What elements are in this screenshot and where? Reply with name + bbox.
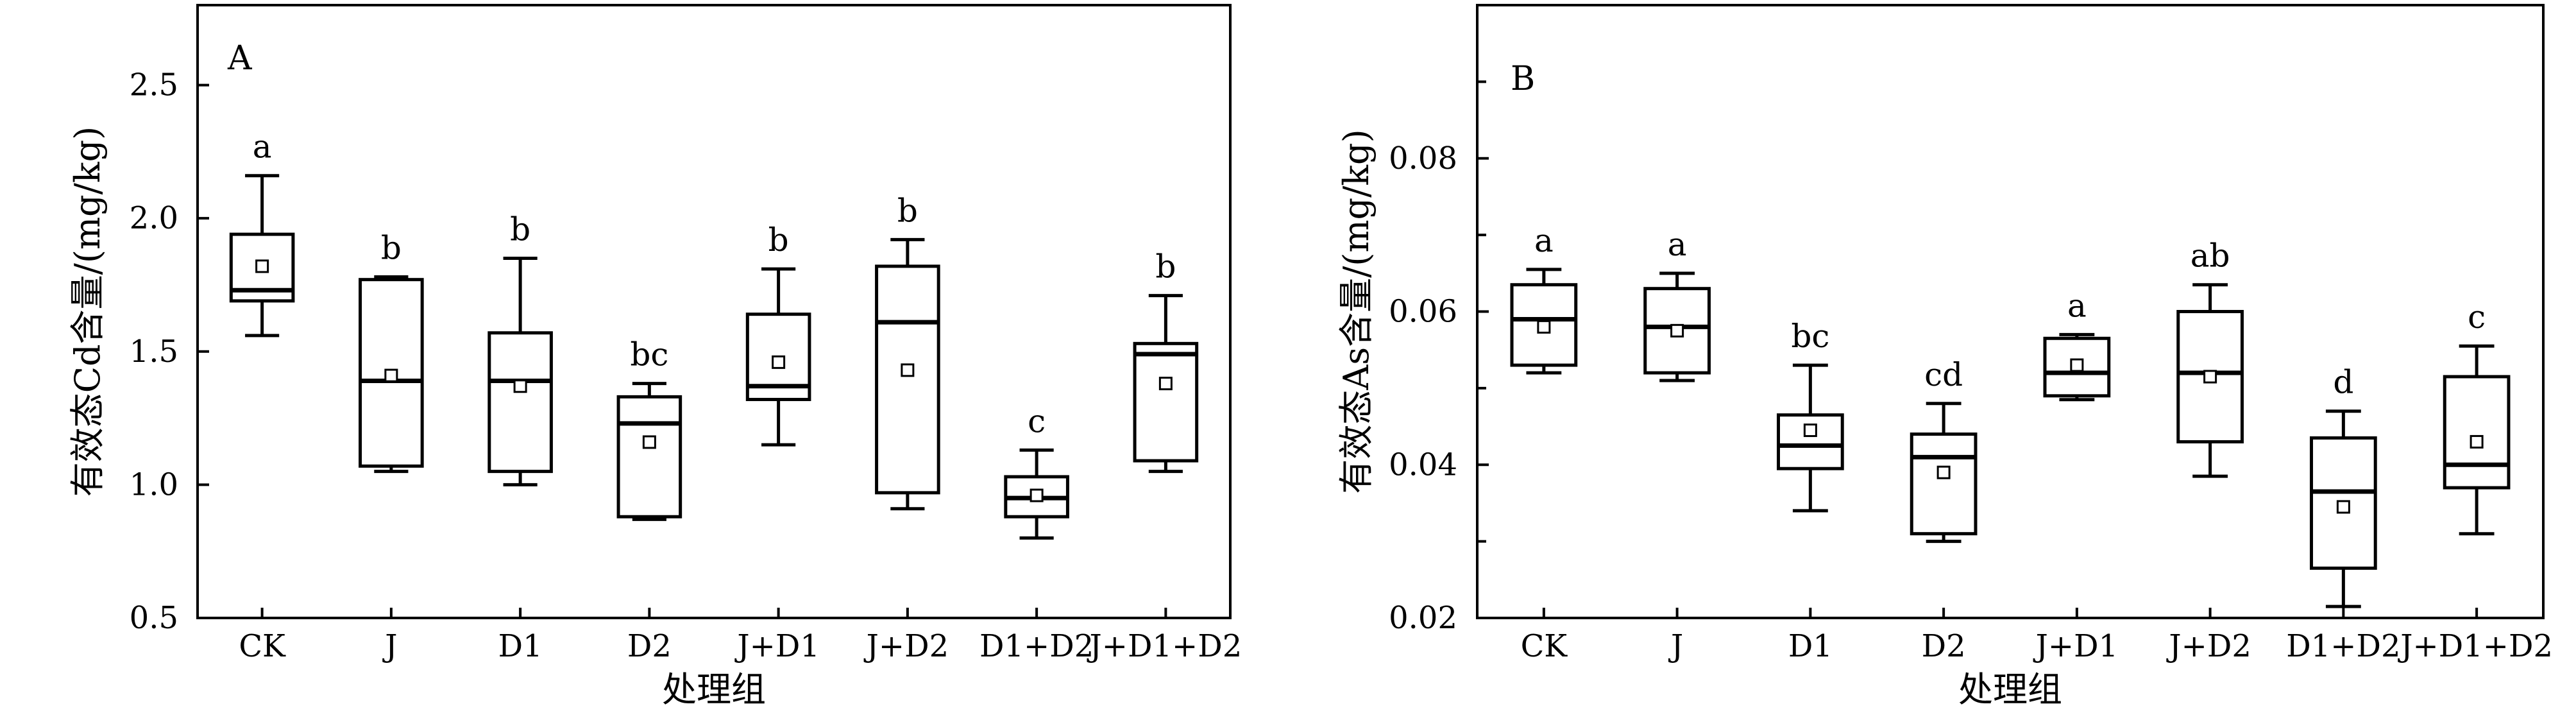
- x-tick-label: J: [1668, 628, 1683, 664]
- iqr-box: [616, 395, 682, 519]
- x-tick-label: J+D1: [2033, 628, 2118, 664]
- mean-marker: [255, 259, 269, 273]
- box-j-plus-d1-plus-d2: c: [2443, 298, 2511, 536]
- y-tick-label: 1.0: [130, 467, 178, 502]
- iqr-box: [2043, 336, 2111, 398]
- x-tick-label: CK: [239, 628, 286, 664]
- chart-panel-a: 0.5 1.0 1.5 2.0 2.5 CK J D1 D2 J+D1 J+D2 D1+D2J+D1+…: [67, 4, 1242, 710]
- x-tick-label: J+D2: [2165, 628, 2251, 664]
- box-ck: a: [229, 128, 295, 338]
- box-d2: bc: [616, 336, 682, 521]
- significance-letter: b: [381, 230, 402, 267]
- mean-marker: [2203, 370, 2217, 384]
- significance-letter: c: [2468, 298, 2486, 336]
- mean-marker: [772, 355, 786, 369]
- mean-marker: [1158, 377, 1173, 391]
- significance-letter: bc: [1791, 318, 1829, 355]
- y-tick-label: 0.08: [1389, 141, 1457, 176]
- iqr-box: [875, 264, 940, 495]
- significance-letter: b: [1155, 248, 1176, 286]
- box-j-plus-d1: a: [2043, 287, 2111, 402]
- plot-frame: [196, 4, 1232, 619]
- y-tick-label: 1.5: [130, 334, 178, 370]
- box-j-plus-d2: ab: [2176, 237, 2244, 478]
- significance-letter: d: [2333, 364, 2353, 401]
- significance-letter: a: [1668, 226, 1687, 263]
- x-tick-label: D1: [1788, 628, 1833, 664]
- significance-letter: a: [2067, 287, 2087, 324]
- mean-marker: [901, 363, 915, 377]
- x-axis-label: 处理组: [1958, 669, 2062, 710]
- mean-marker: [1803, 424, 1817, 438]
- box-j-plus-d2: b: [875, 192, 940, 511]
- box-d2: cd: [1910, 356, 1978, 544]
- box-j: a: [1643, 226, 1711, 382]
- y-tick-label: 0.02: [1389, 600, 1457, 636]
- y-tick-label: 0.06: [1389, 294, 1457, 330]
- significance-letter: c: [1028, 402, 1046, 440]
- mean-marker: [642, 435, 656, 449]
- box-d1: bc: [1777, 318, 1844, 513]
- mean-marker: [1936, 465, 1951, 479]
- x-tick-label: D2: [1922, 628, 1966, 664]
- x-tick-label: J: [382, 628, 397, 664]
- mean-marker: [1537, 320, 1551, 334]
- significance-letter: cd: [1924, 356, 1963, 393]
- mean-marker: [513, 379, 527, 393]
- chart-panel-b: 0.02 0.04 0.06 0.08 CK J D1 D2 J+D1 J+D2 D1+D2 J+D1…: [1336, 4, 2553, 710]
- y-axis-label: 有效态Cd含量/(mg/kg): [67, 126, 108, 497]
- mean-marker: [1030, 488, 1044, 502]
- iqr-box: [487, 331, 553, 474]
- x-tick-label: J+D2: [863, 628, 949, 664]
- box-j-plus-d1: b: [745, 221, 811, 447]
- x-tick-label: D1: [498, 628, 543, 664]
- iqr-box: [359, 278, 424, 468]
- mean-marker: [2070, 358, 2084, 372]
- x-axis-label: 处理组: [662, 669, 766, 710]
- x-tick-label: J+D1+D2: [2397, 628, 2553, 664]
- box-d1-plus-d2: d: [2310, 364, 2377, 608]
- mean-marker: [1670, 323, 1684, 338]
- panel-label: B: [1511, 60, 1535, 98]
- significance-letter: b: [510, 210, 530, 248]
- x-tick-label: D2: [627, 628, 672, 664]
- x-tick-label: D1+D2: [2286, 628, 2400, 664]
- mean-marker: [2470, 434, 2484, 449]
- box-j-plus-d1-plus-d2: b: [1133, 248, 1199, 474]
- box-d1-plus-d2: c: [1004, 402, 1069, 540]
- x-tick-label: J+D1+D2: [1087, 628, 1242, 664]
- significance-letter: ab: [2190, 237, 2230, 275]
- significance-letter: b: [768, 221, 789, 259]
- significance-letter: b: [897, 192, 918, 229]
- y-axis-label: 有效态As含量/(mg/kg): [1336, 129, 1377, 493]
- mean-marker: [384, 368, 398, 382]
- x-tick-label: CK: [1521, 628, 1568, 664]
- plot-frame: [1476, 4, 2545, 619]
- iqr-box: [1133, 341, 1199, 463]
- iqr-box: [1910, 433, 1978, 536]
- mean-marker: [2336, 500, 2350, 514]
- significance-letter: bc: [630, 336, 668, 373]
- y-tick-label: 2.5: [130, 67, 178, 103]
- significance-letter: a: [253, 128, 272, 166]
- box-ck: a: [1510, 222, 1578, 375]
- y-tick-label: 2.0: [130, 200, 178, 236]
- x-tick-label: J+D1: [734, 628, 819, 664]
- x-tick-label: D1+D2: [979, 628, 1094, 664]
- y-tick-label: 0.5: [130, 600, 178, 636]
- significance-letter: a: [1534, 222, 1554, 259]
- panel-label: A: [227, 39, 253, 78]
- iqr-box: [1777, 413, 1844, 470]
- box-d1: b: [487, 210, 553, 486]
- box-j: b: [359, 230, 424, 474]
- y-tick-label: 0.04: [1389, 447, 1457, 483]
- iqr-box: [2443, 375, 2511, 490]
